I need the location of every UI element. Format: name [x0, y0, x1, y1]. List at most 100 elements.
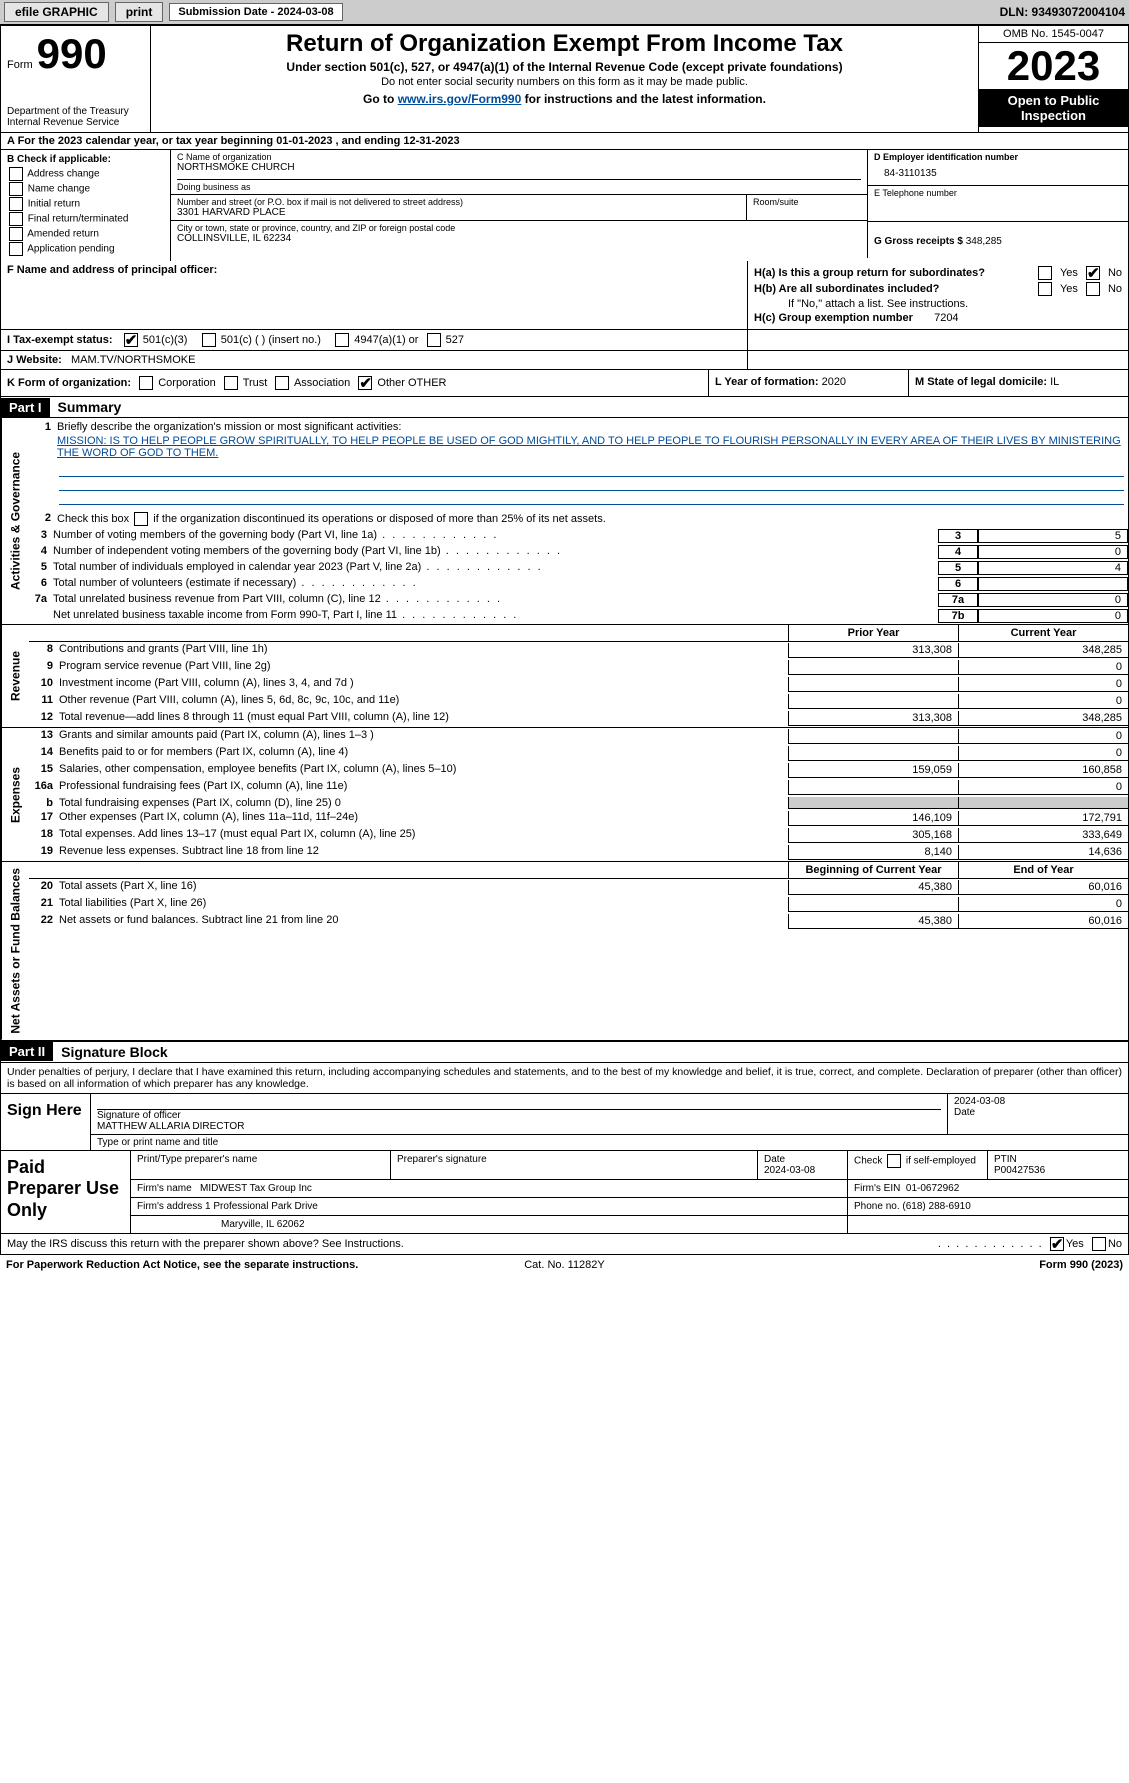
r10-current: 0 — [958, 677, 1128, 692]
net-assets-section: Net Assets or Fund Balances Beginning of… — [0, 862, 1129, 1041]
header-mid: Return of Organization Exempt From Incom… — [151, 26, 978, 132]
col-end-year: End of Year — [958, 862, 1128, 879]
cb-discontinued[interactable] — [134, 512, 148, 526]
r19-prior: 8,140 — [788, 845, 958, 860]
expenses-section: Expenses 13Grants and similar amounts pa… — [0, 728, 1129, 862]
org-street: 3301 HARVARD PLACE — [177, 207, 740, 218]
cb-amended-return[interactable]: Amended return — [7, 227, 164, 241]
cb-address-change[interactable]: Address change — [7, 167, 164, 181]
paid-preparer-row: Paid Preparer Use Only Print/Type prepar… — [0, 1151, 1129, 1234]
cb-corp[interactable] — [139, 376, 153, 390]
principal-officer-cell: F Name and address of principal officer: — [1, 261, 748, 329]
row-j: J Website: MAM.TV/NORTHSMOKE — [0, 351, 1129, 370]
form-subtitle: Under section 501(c), 527, or 4947(a)(1)… — [159, 60, 970, 74]
firm-ein: 01-0672962 — [906, 1183, 959, 1194]
cb-trust[interactable] — [224, 376, 238, 390]
cb-other[interactable] — [358, 376, 372, 390]
r9-current: 0 — [958, 660, 1128, 675]
r14-prior — [788, 746, 958, 761]
cb-discuss-no[interactable] — [1092, 1237, 1106, 1251]
efile-button[interactable]: efile GRAPHIC — [4, 2, 109, 22]
vtab-expenses: Expenses — [1, 728, 29, 861]
website: MAM.TV/NORTHSMOKE — [71, 354, 195, 366]
gross-receipts: 348,285 — [966, 236, 1002, 247]
r8-prior: 313,308 — [788, 643, 958, 658]
bottom-line: For Paperwork Reduction Act Notice, see … — [0, 1255, 1129, 1275]
r17-prior: 146,109 — [788, 811, 958, 826]
r22-beg: 45,380 — [788, 914, 958, 929]
activities-governance: Activities & Governance 1 Briefly descri… — [0, 418, 1129, 625]
r12-current: 348,285 — [958, 711, 1128, 726]
cat-no: Cat. No. 11282Y — [378, 1259, 750, 1271]
cb-4947[interactable] — [335, 333, 349, 347]
year-formation: 2020 — [822, 376, 846, 388]
ein: 84-3110135 — [874, 162, 1122, 179]
irs-link[interactable]: www.irs.gov/Form990 — [398, 92, 522, 106]
vtab-net-assets: Net Assets or Fund Balances — [1, 862, 29, 1040]
val-6 — [978, 577, 1128, 591]
topbar: efile GRAPHIC print Submission Date - 20… — [0, 0, 1129, 25]
r21-end: 0 — [958, 897, 1128, 912]
r14-current: 0 — [958, 746, 1128, 761]
cb-application-pending[interactable]: Application pending — [7, 242, 164, 256]
val-7a: 0 — [978, 593, 1128, 607]
cb-ha-no[interactable] — [1086, 266, 1100, 280]
open-to-public: Open to Public Inspection — [979, 89, 1128, 127]
form-title: Return of Organization Exempt From Incom… — [159, 30, 970, 58]
form-header: Form 990 Department of the Treasury Inte… — [0, 25, 1129, 133]
r11-prior — [788, 694, 958, 709]
cb-self-employed[interactable] — [887, 1154, 901, 1168]
city-cell: City or town, state or province, country… — [171, 221, 867, 246]
firm-phone: (618) 288-6910 — [902, 1201, 970, 1212]
tax-year: 2023 — [979, 43, 1128, 89]
header-left: Form 990 Department of the Treasury Inte… — [1, 26, 151, 132]
revenue-section: Revenue Prior YearCurrent Year 8Contribu… — [0, 625, 1129, 728]
r8-current: 348,285 — [958, 643, 1128, 658]
submission-date: Submission Date - 2024-03-08 — [169, 3, 342, 21]
r11-current: 0 — [958, 694, 1128, 709]
row-i: I Tax-exempt status: 501(c)(3) 501(c) ( … — [0, 330, 1129, 351]
vtab-activities: Activities & Governance — [1, 418, 29, 624]
cb-final-return[interactable]: Final return/terminated — [7, 212, 164, 226]
cb-527[interactable] — [427, 333, 441, 347]
signature-declaration: Under penalties of perjury, I declare th… — [0, 1063, 1129, 1094]
r19-current: 14,636 — [958, 845, 1128, 860]
cb-assoc[interactable] — [275, 376, 289, 390]
group-exemption: 7204 — [934, 312, 958, 324]
r17-current: 172,791 — [958, 811, 1128, 826]
room-cell: Room/suite — [747, 195, 867, 221]
col-h: H(a) Is this a group return for subordin… — [748, 261, 1128, 329]
cb-501c[interactable] — [202, 333, 216, 347]
org-city: COLLINSVILLE, IL 62234 — [177, 233, 861, 244]
form-subtitle2: Do not enter social security numbers on … — [159, 76, 970, 88]
r12-prior: 313,308 — [788, 711, 958, 726]
r16a-current: 0 — [958, 780, 1128, 795]
telephone-cell: E Telephone number — [868, 186, 1128, 222]
val-3: 5 — [978, 529, 1128, 543]
val-5: 4 — [978, 561, 1128, 575]
sig-date: 2024-03-08 — [954, 1096, 1122, 1107]
ptin: P00427536 — [994, 1165, 1045, 1176]
firm-name: MIDWEST Tax Group Inc — [200, 1183, 312, 1194]
print-button[interactable]: print — [115, 2, 164, 22]
cb-501c3[interactable] — [124, 333, 138, 347]
other-value: OTHER — [408, 377, 447, 389]
mission-text[interactable]: MISSION: IS TO HELP PEOPLE GROW SPIRITUA… — [57, 435, 1124, 459]
r10-prior — [788, 677, 958, 692]
cb-initial-return[interactable]: Initial return — [7, 197, 164, 211]
col-b-header: B Check if applicable: — [7, 154, 164, 165]
part-ii-header: Part II Signature Block — [0, 1041, 1129, 1063]
val-7b: 0 — [978, 609, 1128, 623]
section-bcd: B Check if applicable: Address change Na… — [0, 150, 1129, 261]
part-i-header: Part I Summary — [0, 397, 1129, 418]
cb-ha-yes[interactable] — [1038, 266, 1052, 280]
r15-current: 160,858 — [958, 763, 1128, 778]
paid-preparer-label: Paid Preparer Use Only — [1, 1151, 131, 1233]
cb-name-change[interactable]: Name change — [7, 182, 164, 196]
blank-lines — [59, 463, 1124, 507]
dept-label: Department of the Treasury Internal Reve… — [7, 106, 144, 128]
cb-hb-yes[interactable] — [1038, 282, 1052, 296]
cb-discuss-yes[interactable] — [1050, 1237, 1064, 1251]
officer-name: MATTHEW ALLARIA DIRECTOR — [97, 1121, 941, 1132]
cb-hb-no[interactable] — [1086, 282, 1100, 296]
